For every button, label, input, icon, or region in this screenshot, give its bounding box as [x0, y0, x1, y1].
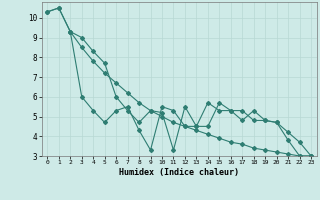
X-axis label: Humidex (Indice chaleur): Humidex (Indice chaleur)	[119, 168, 239, 177]
